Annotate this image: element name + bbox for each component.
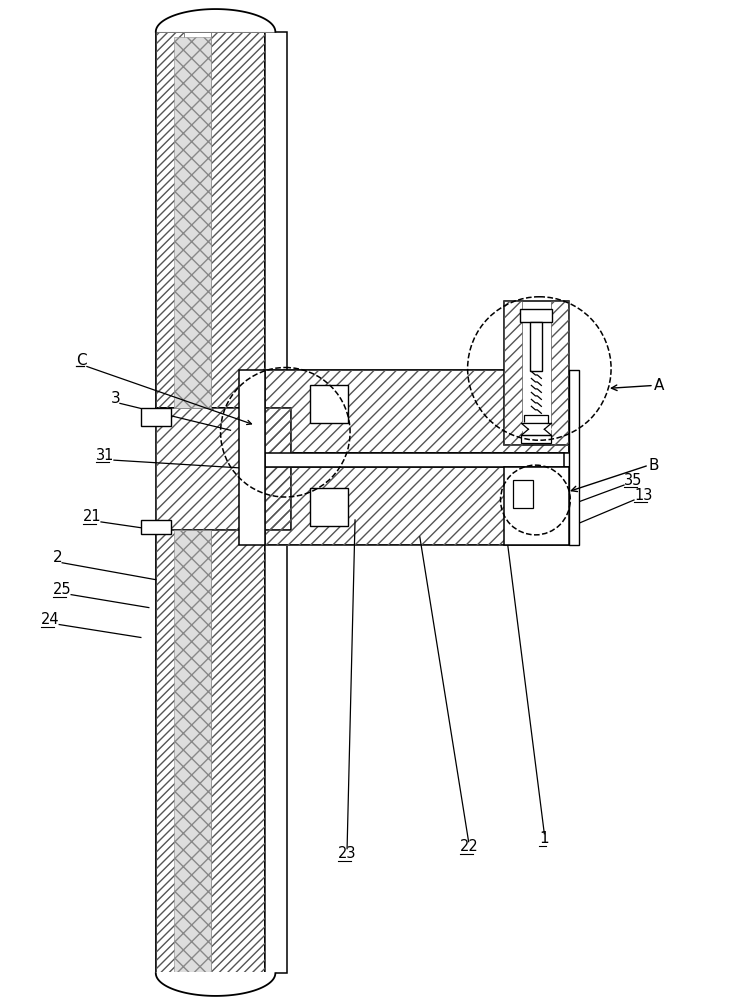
- Bar: [156, 32, 265, 408]
- Bar: [504, 301, 569, 445]
- Bar: [265, 370, 569, 453]
- Bar: [141, 520, 171, 534]
- Bar: [524, 415, 548, 423]
- Bar: [211, 32, 265, 408]
- Text: 1: 1: [539, 831, 549, 846]
- Bar: [531, 322, 542, 371]
- Polygon shape: [521, 423, 551, 435]
- Text: B: B: [649, 458, 659, 473]
- Bar: [520, 309, 552, 322]
- Text: 3: 3: [111, 391, 121, 406]
- Bar: [265, 467, 569, 545]
- Bar: [265, 530, 287, 973]
- Bar: [310, 488, 348, 526]
- Bar: [156, 32, 184, 408]
- Text: 23: 23: [338, 846, 356, 861]
- Bar: [141, 408, 171, 426]
- Bar: [173, 530, 211, 973]
- Polygon shape: [156, 973, 276, 996]
- Polygon shape: [156, 9, 276, 32]
- Bar: [265, 453, 564, 467]
- Bar: [514, 480, 534, 508]
- Bar: [265, 370, 569, 453]
- Bar: [504, 467, 569, 545]
- Bar: [569, 370, 579, 545]
- Bar: [265, 467, 569, 545]
- Text: 2: 2: [53, 550, 62, 565]
- Text: A: A: [654, 378, 664, 393]
- Bar: [156, 530, 265, 973]
- Bar: [265, 32, 287, 408]
- Text: 35: 35: [624, 473, 642, 488]
- Text: 24: 24: [41, 612, 60, 627]
- Bar: [156, 408, 291, 530]
- Text: 31: 31: [96, 448, 115, 463]
- Bar: [156, 408, 291, 530]
- Text: 13: 13: [634, 488, 653, 503]
- Bar: [240, 370, 265, 545]
- Text: 21: 21: [83, 509, 101, 524]
- Bar: [521, 435, 551, 443]
- Bar: [156, 530, 184, 973]
- Bar: [211, 530, 265, 973]
- Bar: [504, 301, 523, 445]
- Text: 22: 22: [459, 839, 478, 854]
- Bar: [551, 301, 569, 445]
- Bar: [310, 385, 348, 423]
- Text: C: C: [76, 353, 87, 368]
- Bar: [173, 37, 211, 408]
- Text: 25: 25: [53, 582, 72, 597]
